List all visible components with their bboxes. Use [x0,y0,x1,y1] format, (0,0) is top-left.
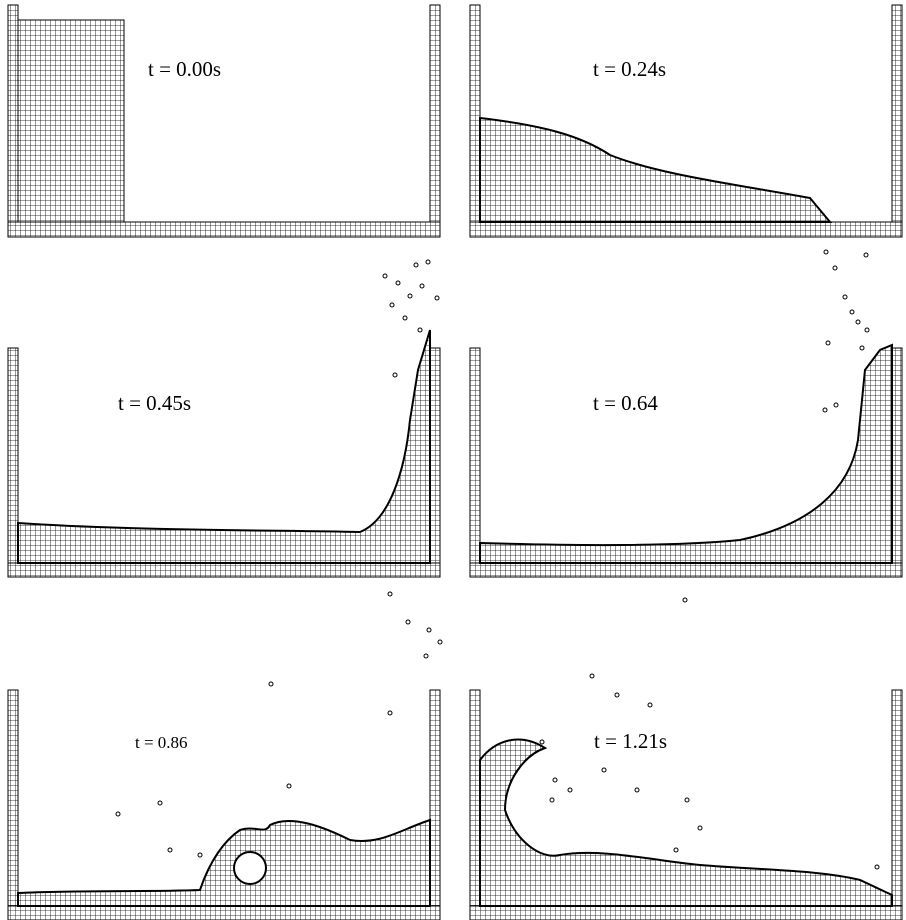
tank-walls [469,347,903,578]
spray-droplets [382,259,440,378]
water-broken-surface [17,818,431,907]
panel-t045: t = 0.45s [7,259,441,578]
spray-droplets [115,591,443,858]
water-surge [479,116,833,223]
spray-droplets [822,249,870,413]
time-label: t = 0.24s [593,57,666,81]
water-layer [17,329,431,564]
water-column [17,19,125,223]
time-label: t = 0.86 [135,733,188,752]
water-runup [479,343,893,564]
panel-t064: t = 0.64 [469,249,903,578]
time-label: t = 0.64 [593,391,658,415]
tank-walls [7,347,441,578]
panel-t024: t = 0.24s [469,4,903,238]
time-label: t = 0.00s [148,57,221,81]
panel-t086: t = 0.86 [7,591,443,920]
time-label: t = 1.21s [594,729,667,753]
water-plunging-wave [479,738,893,907]
panel-t121: t = 1.21s [469,597,903,920]
time-label: t = 0.45s [118,391,191,415]
panel-t000: t = 0.00s [7,4,441,238]
tank-walls [469,4,903,238]
tank-walls [7,4,441,238]
air-cavity [233,851,267,885]
spray-droplets [539,597,880,870]
